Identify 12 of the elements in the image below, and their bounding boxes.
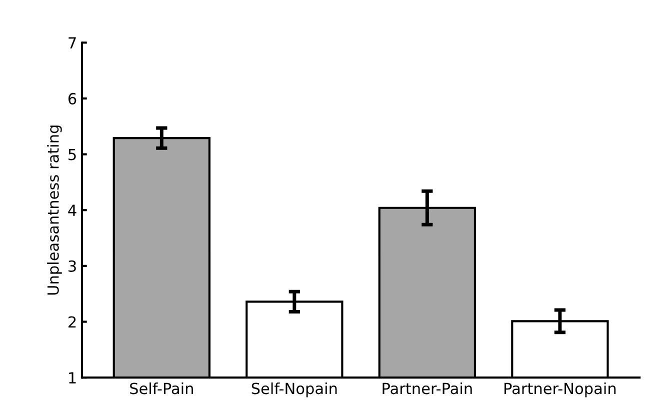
x-tick-label: Self-Nopain	[252, 382, 337, 398]
x-tick-label: Self-Pain	[130, 382, 193, 394]
y-tick-label: 3	[68, 260, 76, 272]
y-tick-label: 1	[69, 372, 76, 384]
y-axis-title: Unpleasantness rating	[47, 126, 62, 295]
x-tick-label: Partner-Nopain	[504, 382, 616, 398]
y-tick-label: 6	[68, 92, 76, 104]
y-tick-label: 4	[68, 204, 76, 216]
y-tick-label: 7	[68, 37, 76, 48]
x-tick-label: Partner-Pain	[382, 382, 472, 394]
y-tick-label: 5	[68, 148, 76, 160]
y-tick-label: 2	[68, 316, 76, 328]
